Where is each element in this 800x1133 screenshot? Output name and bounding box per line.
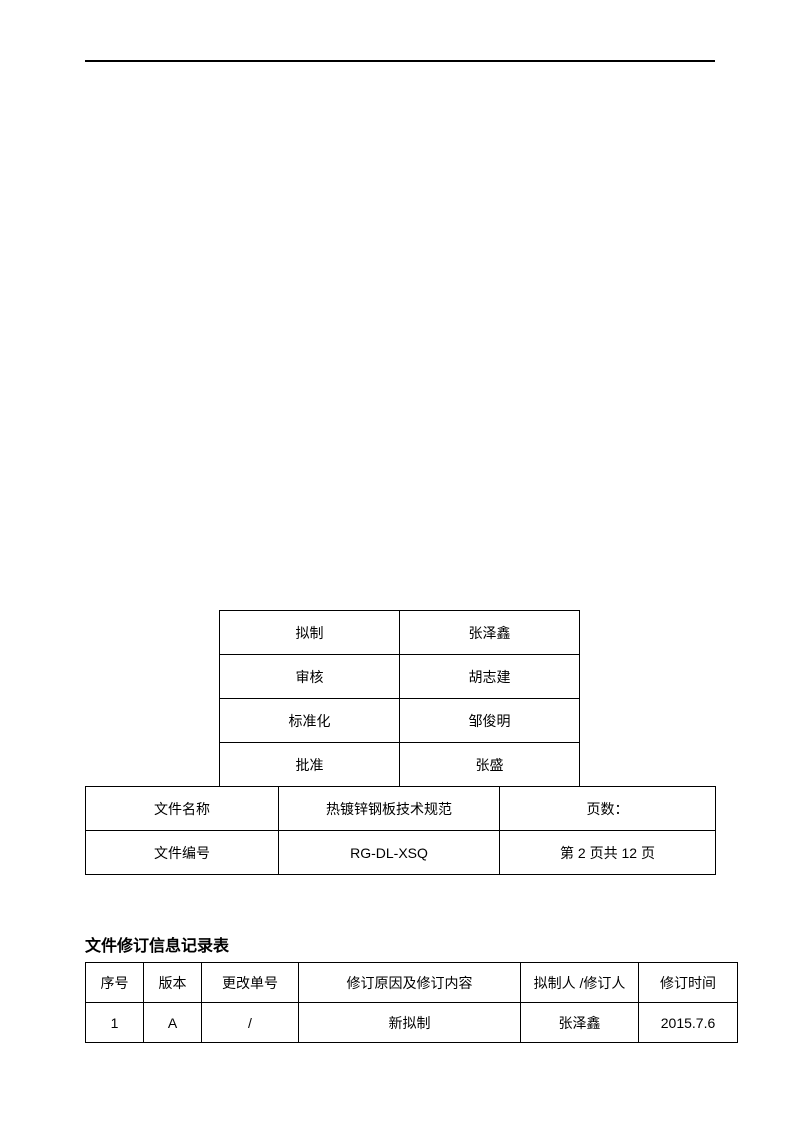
approval-label: 批准 <box>220 743 400 787</box>
header-date: 修订时间 <box>639 963 738 1003</box>
table-row: 序号 版本 更改单号 修订原因及修订内容 拟制人 /修订人 修订时间 <box>86 963 738 1003</box>
file-name-value: 热镀锌钢板技术规范 <box>279 787 500 831</box>
file-number-label: 文件编号 <box>86 831 279 875</box>
cell-change-no: / <box>202 1003 299 1043</box>
table-row: 文件名称 热镀锌钢板技术规范 页数： <box>86 787 716 831</box>
cell-reason: 新拟制 <box>299 1003 521 1043</box>
info-table: 文件名称 热镀锌钢板技术规范 页数： 文件编号 RG-DL-XSQ 第 2 页共… <box>85 786 716 875</box>
page-info: 第 2 页共 12 页 <box>500 831 716 875</box>
cell-date: 2015.7.6 <box>639 1003 738 1043</box>
file-number-value: RG-DL-XSQ <box>279 831 500 875</box>
header-change-no: 更改单号 <box>202 963 299 1003</box>
revision-table: 序号 版本 更改单号 修订原因及修订内容 拟制人 /修订人 修订时间 1 A /… <box>85 962 738 1043</box>
header-author: 拟制人 /修订人 <box>521 963 639 1003</box>
approval-label: 标准化 <box>220 699 400 743</box>
approval-value: 张盛 <box>400 743 580 787</box>
table-row: 1 A / 新拟制 张泽鑫 2015.7.6 <box>86 1003 738 1043</box>
file-name-label: 文件名称 <box>86 787 279 831</box>
header-seq: 序号 <box>86 963 144 1003</box>
cell-author: 张泽鑫 <box>521 1003 639 1043</box>
header-line <box>85 60 715 62</box>
header-version: 版本 <box>144 963 202 1003</box>
cell-version: A <box>144 1003 202 1043</box>
cell-seq: 1 <box>86 1003 144 1043</box>
table-row: 文件编号 RG-DL-XSQ 第 2 页共 12 页 <box>86 831 716 875</box>
page-count-label: 页数： <box>500 787 716 831</box>
approval-label: 拟制 <box>220 611 400 655</box>
revision-title: 文件修订信息记录表 <box>85 932 229 956</box>
table-row: 标准化 邹俊明 <box>220 699 580 743</box>
table-row: 批准 张盛 <box>220 743 580 787</box>
approval-value: 胡志建 <box>400 655 580 699</box>
approval-value: 张泽鑫 <box>400 611 580 655</box>
approval-value: 邹俊明 <box>400 699 580 743</box>
approval-label: 审核 <box>220 655 400 699</box>
approval-table: 拟制 张泽鑫 审核 胡志建 标准化 邹俊明 批准 张盛 <box>219 610 580 787</box>
header-reason: 修订原因及修订内容 <box>299 963 521 1003</box>
table-row: 审核 胡志建 <box>220 655 580 699</box>
table-row: 拟制 张泽鑫 <box>220 611 580 655</box>
